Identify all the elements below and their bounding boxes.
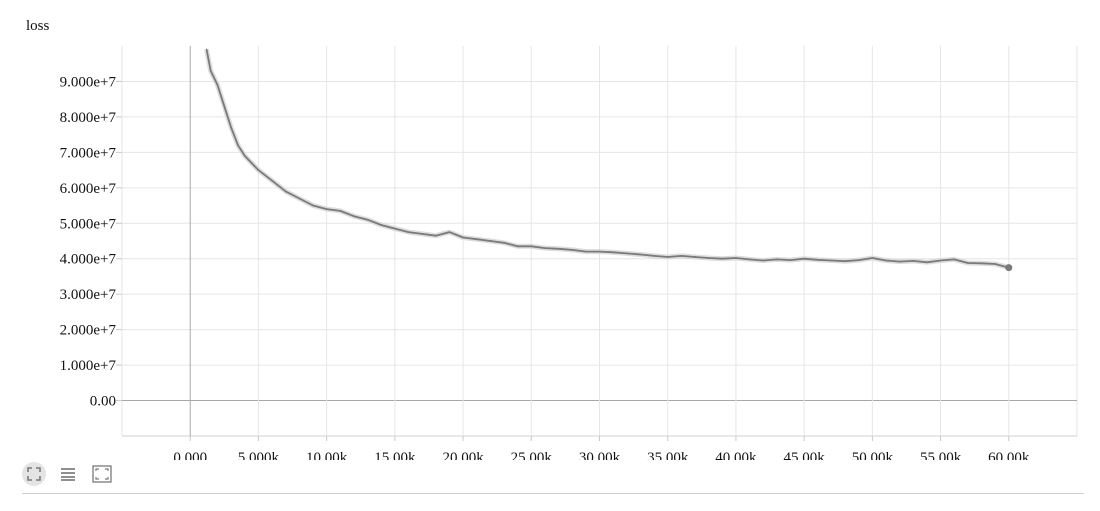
- loss-data-point: [748, 258, 751, 261]
- loss-data-point: [816, 258, 819, 261]
- x-tick-label: 10.00k: [306, 450, 348, 460]
- toggle-log-scale-button[interactable]: [56, 462, 80, 486]
- loss-data-point: [707, 257, 710, 259]
- loss-data-point: [926, 261, 928, 264]
- loss-data-point: [366, 218, 369, 221]
- loss-data-point: [612, 251, 615, 254]
- loss-data-point: [571, 248, 574, 251]
- loss-data-point: [421, 233, 424, 235]
- loss-data-point: [953, 258, 956, 261]
- loss-data-point: [380, 224, 383, 226]
- loss-data-point: [912, 259, 915, 262]
- loss-chart[interactable]: 0.00 1.000e+7 2.000e+7 3.000e+7 4.000e+7 5.00…: [0, 0, 1100, 460]
- last-point-marker: [1005, 264, 1013, 272]
- y-tick-label: 3.000e+7: [60, 287, 117, 303]
- loss-data-point: [639, 253, 642, 256]
- y-tick-label: 5.000e+7: [60, 216, 117, 232]
- x-tick-label: 20.00k: [442, 450, 484, 460]
- loss-data-point: [557, 247, 560, 250]
- loss-data-point: [898, 260, 901, 263]
- y-tick-label: 1.000e+7: [60, 358, 117, 374]
- loss-data-point: [830, 259, 833, 262]
- loss-data-point: [257, 169, 260, 171]
- loss-data-point: [871, 257, 874, 259]
- loss-data-point: [680, 254, 683, 257]
- loss-data-point: [803, 257, 806, 260]
- loss-data-point: [503, 241, 505, 244]
- list-lines-icon: [61, 468, 75, 481]
- loss-data-point: [885, 259, 887, 262]
- loss-data-point: [598, 250, 601, 253]
- loss-data-point: [844, 260, 846, 263]
- loss-data-point: [448, 231, 451, 234]
- loss-data-point: [462, 236, 464, 239]
- x-tick-label: 25.00k: [511, 450, 553, 460]
- loss-data-point: [994, 263, 997, 265]
- loss-data-point: [339, 209, 342, 212]
- x-tick-label: 0.000: [173, 450, 207, 460]
- y-tick-label: 6.000e+7: [60, 181, 117, 197]
- loss-data-point: [721, 257, 724, 260]
- x-tick-label: 35.00k: [647, 450, 689, 460]
- loss-data-point: [298, 197, 301, 200]
- x-tick-label: 5.000k: [238, 450, 280, 460]
- loss-data-point: [434, 234, 437, 237]
- loss-data-point: [475, 238, 478, 241]
- loss-data-point: [353, 215, 355, 218]
- loss-data-point: [789, 259, 792, 262]
- loss-data-point: [312, 204, 314, 207]
- loss-data-point: [237, 144, 239, 147]
- x-tick-label: 60.00k: [988, 450, 1030, 460]
- loss-data-point: [775, 258, 778, 261]
- loss-data-point: [857, 259, 860, 262]
- loss-data-point: [223, 105, 226, 108]
- expand-frame-icon: [92, 465, 112, 483]
- fit-domain-icon: [27, 467, 41, 481]
- loss-data-point: [653, 254, 655, 257]
- loss-data-point: [966, 262, 969, 264]
- chart-title: loss: [26, 18, 50, 34]
- fit-domain-button[interactable]: [22, 462, 46, 486]
- expand-chart-button[interactable]: [90, 462, 114, 486]
- x-tick-label: 15.00k: [374, 450, 416, 460]
- x-tick-label: 45.00k: [784, 450, 826, 460]
- loss-data-point: [980, 262, 983, 265]
- loss-data-point: [530, 245, 533, 248]
- loss-data-point: [243, 155, 246, 157]
- y-tick-label: 0.00: [90, 394, 116, 410]
- loss-data-point: [230, 126, 233, 129]
- loss-data-point: [284, 190, 287, 193]
- loss-data-point: [939, 259, 942, 262]
- y-tick-label: 2.000e+7: [60, 323, 117, 339]
- x-tick-label: 55.00k: [920, 450, 962, 460]
- y-tick-label: 9.000e+7: [60, 74, 117, 90]
- loss-data-point: [407, 231, 410, 234]
- loss-data-point: [205, 48, 208, 51]
- loss-data-point: [489, 240, 492, 242]
- loss-data-point: [216, 84, 219, 86]
- y-tick-label: 8.000e+7: [60, 110, 117, 126]
- loss-data-point: [735, 257, 737, 259]
- chart-toolbar: [22, 462, 114, 486]
- loss-data-point: [209, 69, 212, 72]
- loss-data-point: [762, 259, 765, 262]
- loss-data-point: [325, 208, 328, 210]
- bottom-divider: [22, 493, 1084, 494]
- loss-data-point: [544, 247, 546, 249]
- loss-data-point: [694, 256, 696, 258]
- loss-data-point: [584, 250, 587, 253]
- y-tick-label: 4.000e+7: [60, 252, 117, 268]
- x-tick-label: 50.00k: [852, 450, 894, 460]
- loss-data-point: [516, 245, 519, 248]
- loss-data-point: [666, 256, 669, 258]
- y-tick-label: 7.000e+7: [60, 145, 117, 161]
- loss-data-point: [393, 227, 396, 230]
- x-tick-label: 40.00k: [715, 450, 757, 460]
- x-tick-label: 30.00k: [579, 450, 621, 460]
- loss-data-point: [625, 252, 628, 255]
- loss-data-point: [271, 179, 273, 182]
